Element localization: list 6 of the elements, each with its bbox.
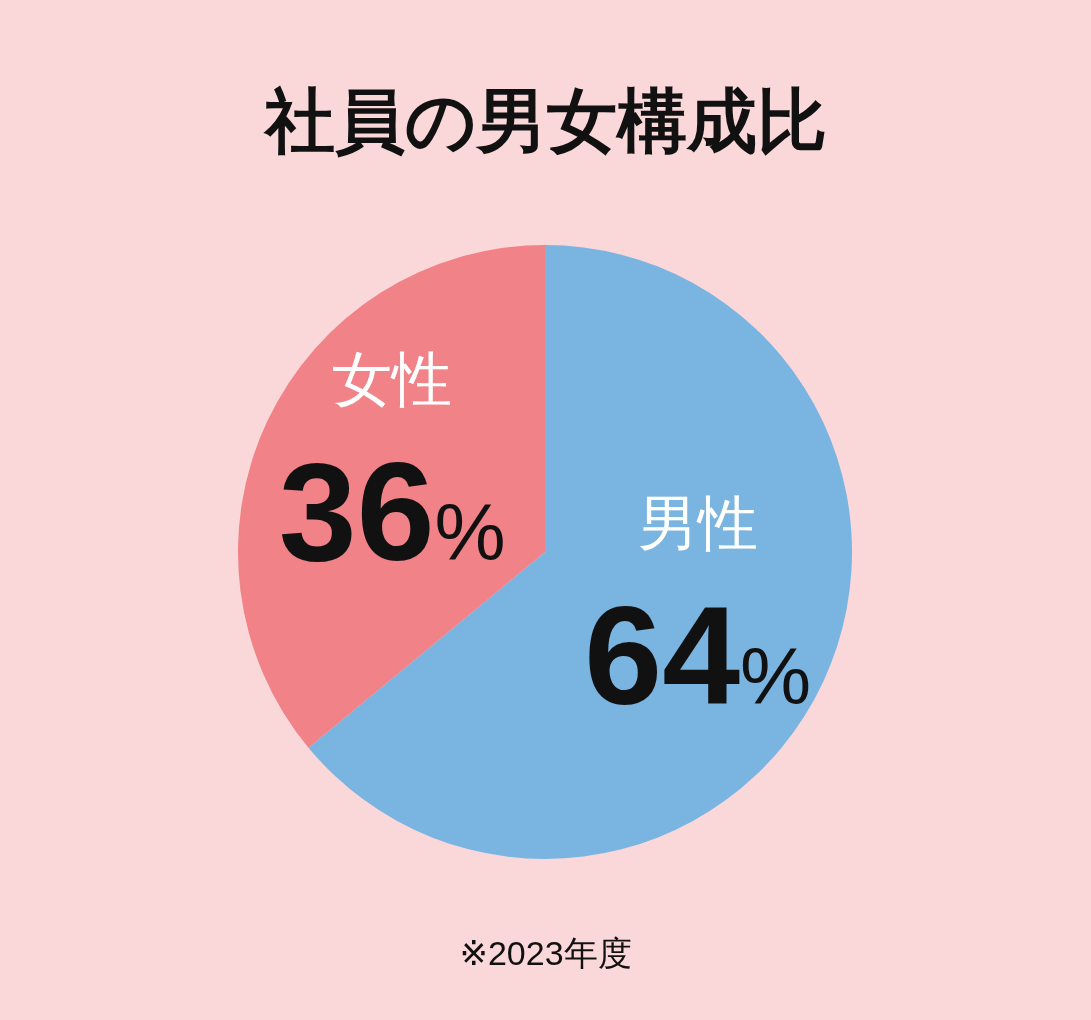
slice-label: 女性: [332, 346, 453, 414]
chart-title: 社員の男女構成比: [262, 82, 827, 160]
data-label: 64%: [584, 576, 812, 734]
slice-label: 男性: [637, 489, 758, 557]
data-label: 36%: [278, 433, 506, 591]
text: ※2023年度: [459, 934, 632, 972]
